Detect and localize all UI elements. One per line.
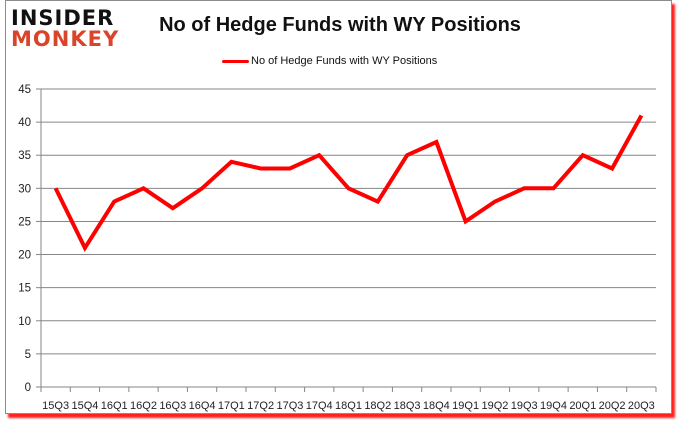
x-tick-label: 17Q3 [276,400,303,412]
x-tick-label: 20Q2 [599,400,626,412]
x-tick-label: 17Q4 [306,400,333,412]
y-tick-label: 25 [18,216,31,228]
x-tick-label: 19Q1 [452,400,479,412]
chart-title: No of Hedge Funds with WY Positions [159,14,521,36]
legend-line-swatch-icon [222,59,249,63]
y-axis-ticks: 0 5 10 15 20 25 30 35 40 45 [18,84,41,394]
x-tick-label: 17Q2 [247,400,274,412]
x-tick-label: 15Q4 [71,400,98,412]
x-tick-label: 16Q1 [101,400,128,412]
x-tick-label: 19Q2 [481,400,508,412]
x-tick-label: 16Q3 [159,400,186,412]
gridlines [41,88,656,355]
x-tick-label: 16Q4 [189,400,216,412]
x-axis-ticks: 15Q3 15Q4 16Q1 16Q2 16Q3 16Q4 17Q1 17Q2 17Q3 17Q4… [40,387,657,412]
x-tick-label: 18Q4 [423,400,450,412]
y-tick-label: 0 [25,382,31,394]
y-tick-label: 35 [18,150,31,162]
logo-line-2: MONKEY [11,27,120,51]
y-tick-label: 30 [18,183,31,195]
logo-line-1: INSIDER [11,6,115,30]
x-tick-label: 19Q4 [540,400,567,412]
chart-legend: No of Hedge Funds with WY Positions [222,55,437,67]
x-tick-label: 18Q3 [394,400,421,412]
insider-monkey-logo: INSIDER MONKEY [11,8,126,50]
x-tick-label: 18Q2 [364,400,391,412]
x-tick-label: 17Q1 [218,400,245,412]
series-line [53,114,644,252]
x-tick-label: 20Q3 [628,400,655,412]
x-tick-label: 15Q3 [42,400,69,412]
x-tick-label: 20Q1 [569,400,596,412]
x-tick-label: 19Q3 [511,400,538,412]
axes [40,89,656,392]
y-tick-label: 10 [18,316,31,328]
y-tick-label: 40 [18,117,31,129]
x-tick-label: 18Q1 [335,400,362,412]
y-tick-label: 15 [18,283,31,295]
legend-label: No of Hedge Funds with WY Positions [251,55,438,67]
x-tick-label: 16Q2 [130,400,157,412]
y-tick-label: 45 [18,84,31,96]
y-tick-label: 20 [18,250,31,262]
chart-frame [5,0,672,414]
y-tick-label: 5 [25,349,31,361]
